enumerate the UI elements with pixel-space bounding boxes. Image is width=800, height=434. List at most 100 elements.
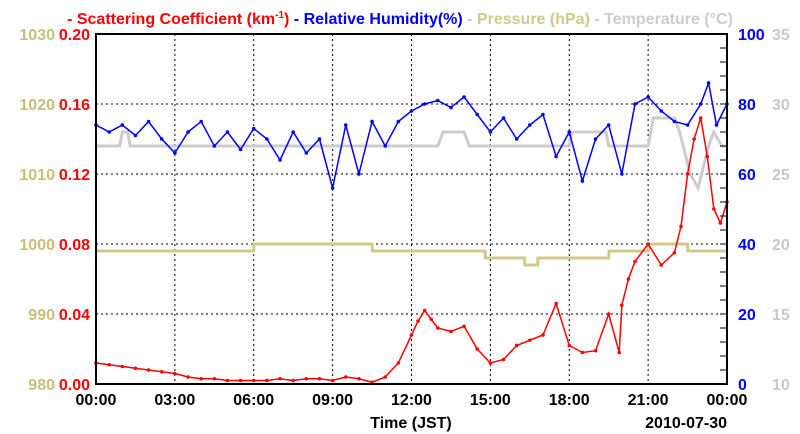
pressure-tick-label: 980 bbox=[28, 377, 55, 394]
humidity-point bbox=[698, 102, 703, 106]
humidity-point bbox=[659, 109, 664, 113]
humidity-point bbox=[567, 130, 572, 134]
scattering-point bbox=[291, 378, 295, 383]
humidity-point bbox=[475, 112, 480, 117]
pressure-tick-label: 1020 bbox=[19, 97, 55, 114]
scattering-point bbox=[475, 347, 480, 351]
scattering-point bbox=[606, 312, 611, 316]
scattering-point bbox=[304, 376, 309, 381]
axes: 00:00 03:00 06:00 09:00 12:00 15:00 18:00 21:00… bbox=[19, 27, 789, 409]
x-tick-label: 09:00 bbox=[312, 392, 353, 409]
scattering-tick-label: 0.20 bbox=[59, 27, 90, 44]
humidity-point bbox=[199, 119, 203, 124]
legend-pressure: - Pressure (hPa) bbox=[467, 11, 590, 28]
scattering-point bbox=[672, 250, 677, 255]
scattering-point bbox=[383, 375, 388, 379]
scattering-tick-label: 0.16 bbox=[59, 97, 90, 114]
scattering-point bbox=[617, 350, 622, 355]
scattering-point bbox=[712, 207, 716, 211]
scattering-point bbox=[238, 378, 243, 383]
scattering-point bbox=[159, 369, 164, 374]
temperature-tick-label: 25 bbox=[772, 167, 790, 184]
humidity-point bbox=[706, 81, 711, 85]
scattering-point bbox=[646, 242, 650, 246]
humidity-point bbox=[449, 105, 453, 110]
scattering-point bbox=[357, 376, 361, 381]
scattering-point bbox=[120, 364, 125, 369]
scattering-point bbox=[422, 308, 427, 313]
humidity-point bbox=[620, 172, 624, 176]
scattering-point bbox=[449, 329, 453, 334]
legend: - Scattering Coefficient (km-1) - Relati… bbox=[67, 10, 733, 28]
humidity-point bbox=[541, 112, 545, 117]
scattering-point bbox=[330, 378, 335, 383]
series bbox=[94, 80, 729, 385]
humidity-tick-label: 100 bbox=[738, 27, 765, 44]
scattering-point bbox=[212, 376, 217, 381]
scattering-point bbox=[679, 224, 683, 229]
humidity-point bbox=[593, 137, 598, 141]
temperature-tick-label: 20 bbox=[772, 237, 790, 254]
pressure-tick-label: 990 bbox=[28, 307, 55, 324]
scattering-point bbox=[685, 172, 690, 176]
pressure-line bbox=[96, 242, 727, 267]
x-tick-label: 03:00 bbox=[154, 392, 195, 409]
scattering-point bbox=[173, 371, 177, 376]
date-label: 2010-07-30 bbox=[645, 415, 727, 432]
pressure-tick-label: 1010 bbox=[19, 167, 55, 184]
humidity-point bbox=[488, 130, 493, 134]
humidity-point bbox=[501, 116, 506, 120]
x-tick-label: 00:00 bbox=[707, 392, 748, 409]
humidity-point bbox=[173, 151, 177, 155]
scattering-point bbox=[409, 333, 414, 337]
scattering-point bbox=[488, 361, 493, 365]
x-tick-label: 15:00 bbox=[470, 392, 511, 409]
scattering-point bbox=[265, 378, 269, 383]
scattering-point bbox=[225, 378, 230, 383]
humidity-point bbox=[357, 172, 361, 176]
humidity-point bbox=[291, 130, 295, 134]
humidity-point bbox=[580, 179, 585, 183]
scattering-point bbox=[133, 366, 138, 371]
scattering-point bbox=[429, 317, 434, 322]
scattering-point bbox=[580, 350, 585, 355]
humidity-tick-label: 0 bbox=[738, 377, 747, 394]
scattering-point bbox=[251, 378, 256, 383]
scattering-point bbox=[705, 154, 710, 159]
legend-text: - Scattering Coefficient (km-1) - Relati… bbox=[67, 10, 733, 28]
humidity-point bbox=[251, 126, 256, 131]
humidity-tick-label: 40 bbox=[738, 237, 756, 254]
humidity-point bbox=[343, 123, 348, 127]
scattering-point bbox=[620, 303, 624, 308]
humidity-point bbox=[633, 102, 637, 106]
humidity-point bbox=[646, 95, 650, 99]
temperature-tick-label: 15 bbox=[772, 307, 790, 324]
legend-scattering: - Scattering Coefficient (km-1) bbox=[67, 10, 289, 28]
humidity-point bbox=[606, 123, 611, 127]
x-tick-label: 00:00 bbox=[76, 392, 117, 409]
scattering-point bbox=[146, 368, 151, 372]
humidity-point bbox=[462, 95, 466, 99]
humidity-point bbox=[422, 102, 427, 106]
humidity-point bbox=[238, 147, 243, 152]
humidity-point bbox=[685, 123, 690, 127]
humidity-point bbox=[435, 98, 440, 103]
humidity-point bbox=[383, 144, 388, 148]
humidity-point bbox=[186, 130, 190, 134]
humidity-tick-label: 80 bbox=[738, 97, 756, 114]
temperature-tick-label: 10 bbox=[772, 377, 790, 394]
scattering-point bbox=[199, 376, 203, 381]
scattering-point bbox=[317, 376, 322, 381]
humidity-point bbox=[107, 130, 111, 134]
scattering-tick-label: 0.08 bbox=[59, 237, 90, 254]
scattering-point bbox=[633, 259, 637, 264]
humidity-point bbox=[265, 137, 269, 141]
humidity-point bbox=[528, 123, 532, 127]
humidity-point bbox=[554, 154, 558, 159]
humidity-point bbox=[212, 144, 217, 148]
temperature-tick-label: 30 bbox=[772, 97, 790, 114]
scattering-point bbox=[501, 357, 506, 362]
scattering-point bbox=[593, 348, 598, 353]
x-tick-label: 21:00 bbox=[628, 392, 669, 409]
